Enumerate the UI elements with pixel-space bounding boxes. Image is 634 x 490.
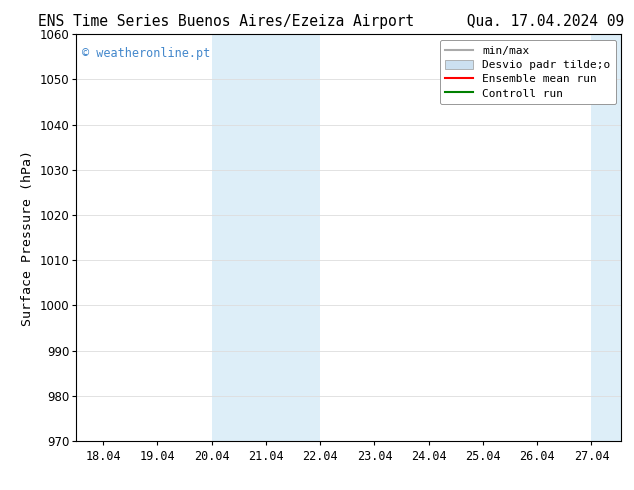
Legend: min/max, Desvio padr tilde;o, Ensemble mean run, Controll run: min/max, Desvio padr tilde;o, Ensemble m…	[440, 40, 616, 104]
Title: ENS Time Series Buenos Aires/Ezeiza Airport      Qua. 17.04.2024 09 UTC: ENS Time Series Buenos Aires/Ezeiza Airp…	[38, 14, 634, 29]
Bar	[212, 34, 320, 441]
Y-axis label: Surface Pressure (hPa): Surface Pressure (hPa)	[21, 149, 34, 326]
Text: © weatheronline.pt: © weatheronline.pt	[82, 47, 210, 59]
Bar	[592, 34, 621, 441]
